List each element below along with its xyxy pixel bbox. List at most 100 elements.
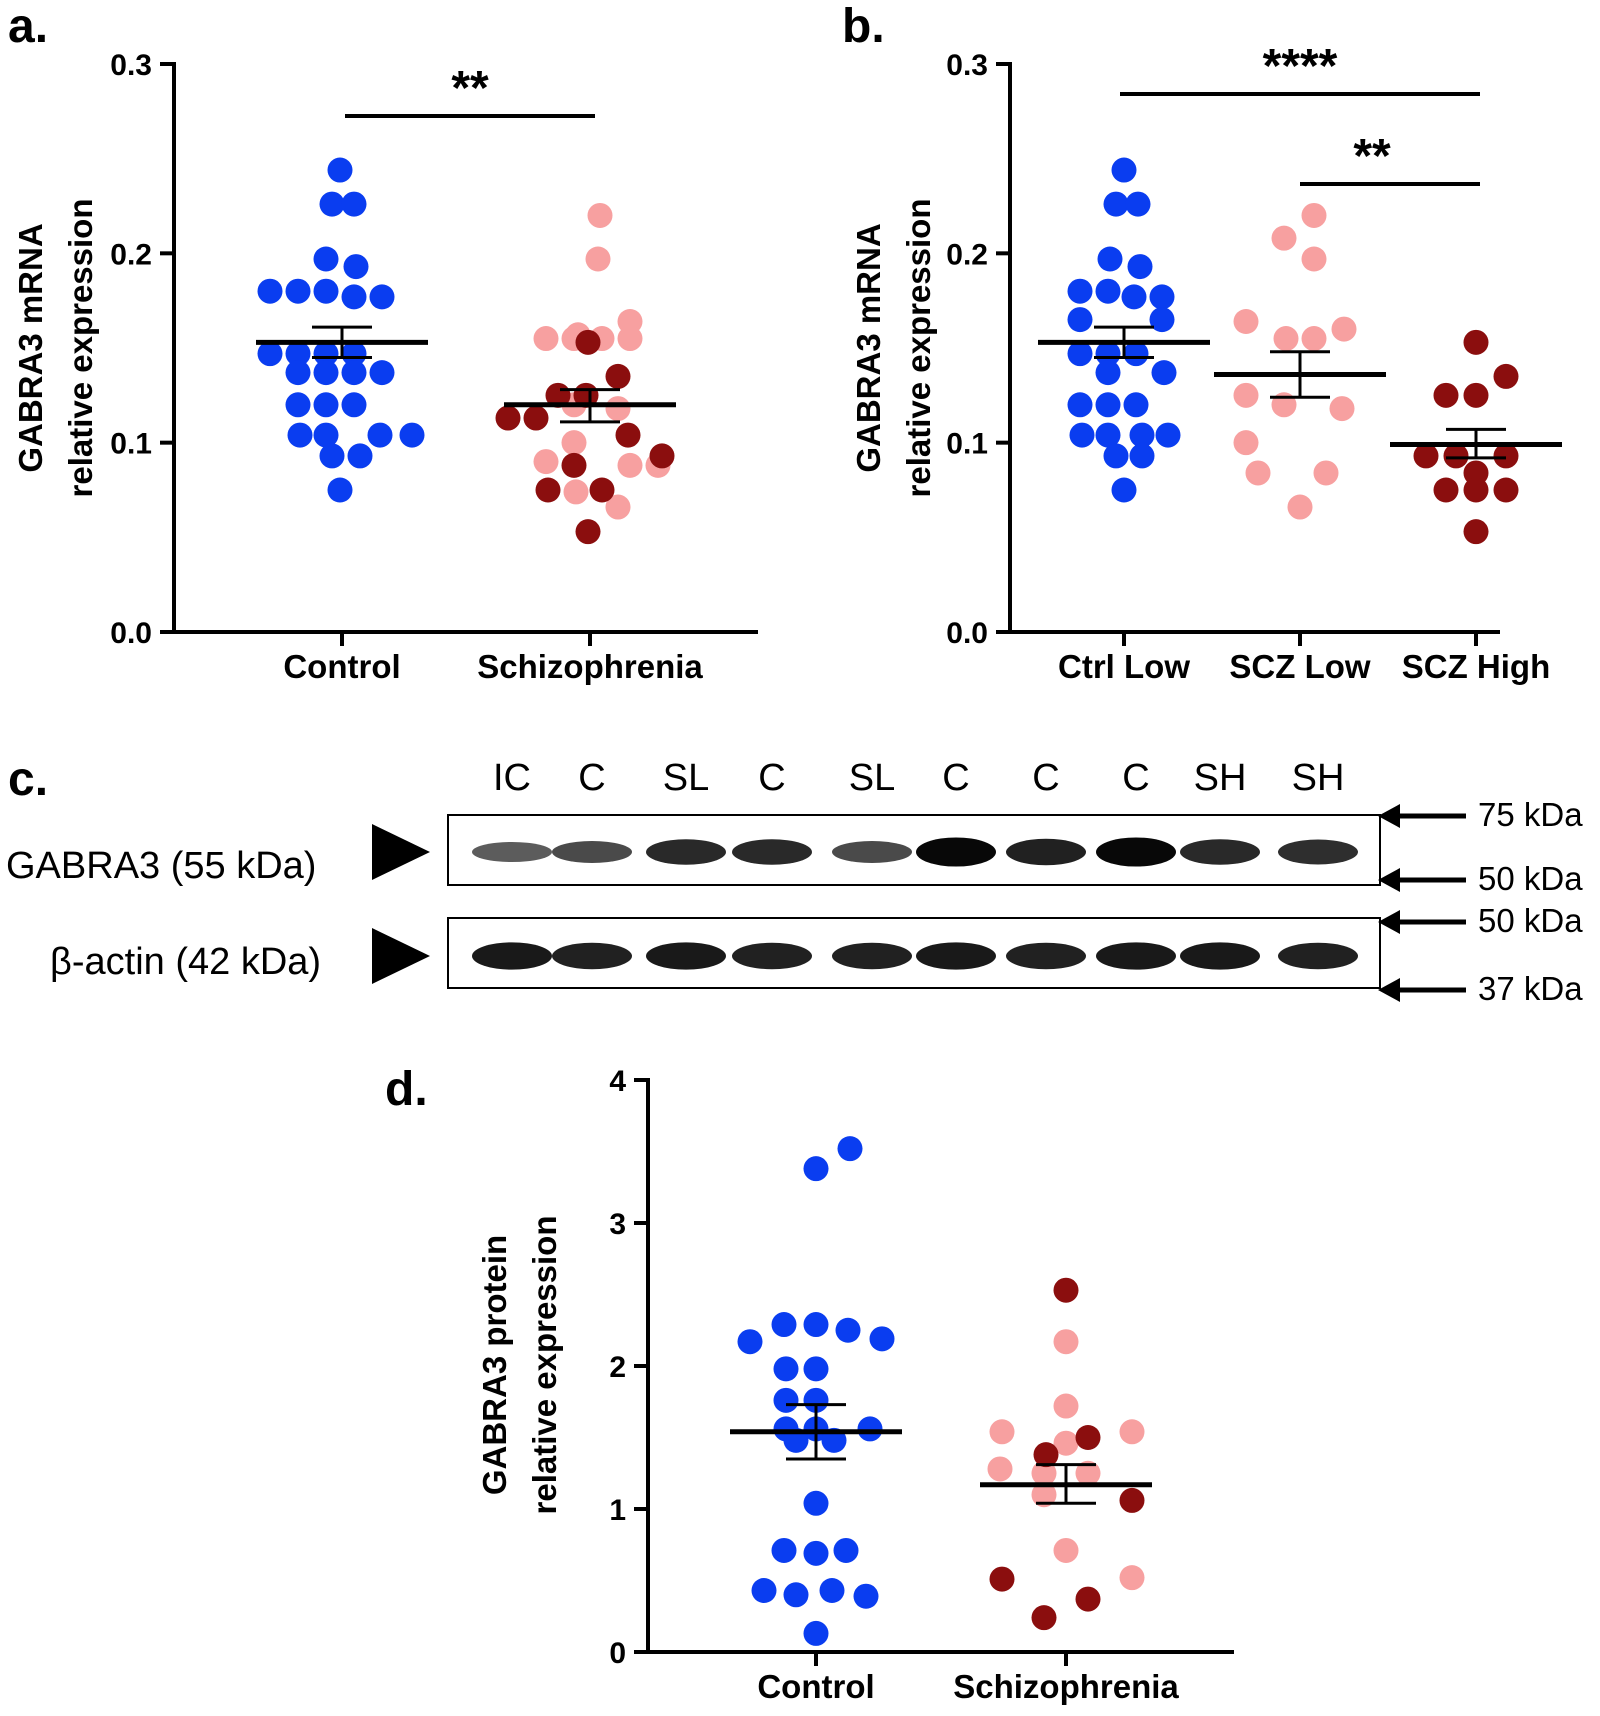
chart-a-plot: 0.0 0.1 0.2 0.3 Control Schizophrenia GABRA3 m… — [12, 49, 758, 685]
data-point — [347, 443, 373, 469]
data-point — [649, 443, 675, 469]
blot-band — [552, 841, 632, 863]
y-tick-label: 2 — [609, 1351, 626, 1384]
data-point — [773, 1387, 799, 1413]
blot-band — [1180, 942, 1260, 970]
panel-d-label: d. — [385, 1063, 428, 1116]
data-point — [1075, 1460, 1101, 1486]
data-point — [341, 284, 367, 310]
data-point — [803, 1540, 829, 1566]
data-point — [1031, 1460, 1057, 1486]
data-point — [313, 392, 339, 418]
data-point — [535, 477, 561, 503]
data-point — [399, 422, 425, 448]
panel-a: a. 0.0 0.1 0.2 0.3 Control Schizophrenia GABRA… — [8, 0, 758, 685]
category-label: Schizophrenia — [953, 1668, 1179, 1705]
data-point — [313, 341, 339, 367]
panel-b-label: b. — [842, 0, 885, 53]
data-point — [771, 1312, 797, 1338]
arrow-left-icon — [1378, 868, 1400, 892]
data-point — [1233, 382, 1259, 408]
data-point — [257, 278, 283, 304]
data-point — [783, 1582, 809, 1608]
blot-band — [916, 837, 996, 867]
data-point — [533, 449, 559, 475]
data-point — [367, 422, 393, 448]
data-point — [1463, 477, 1489, 503]
data-point — [1463, 382, 1489, 408]
blot-band — [552, 942, 632, 970]
arrow-left-icon — [1378, 804, 1400, 828]
data-point — [533, 326, 559, 352]
panel-d: d. 0 1 2 3 4 Control Schizophrenia GABRA3 prote… — [385, 1063, 1234, 1705]
data-point — [803, 1356, 829, 1382]
y-axis-title: relative expression — [526, 1216, 563, 1515]
data-point — [1031, 1605, 1057, 1631]
data-point — [495, 405, 521, 431]
data-point — [1125, 191, 1151, 217]
data-point — [1233, 430, 1259, 456]
data-point — [1031, 1482, 1057, 1508]
y-axis-title: relative expression — [900, 199, 937, 498]
blot-row-label-gabra3: GABRA3 (55 kDa) — [6, 845, 316, 887]
data-point — [341, 392, 367, 418]
blot-band — [832, 841, 912, 863]
y-tick-label: 3 — [609, 1208, 626, 1241]
category-label: Ctrl Low — [1058, 648, 1190, 685]
arrowhead-icon — [372, 824, 430, 880]
category-label: SCZ Low — [1229, 648, 1370, 685]
significance-label: **** — [1263, 40, 1338, 93]
data-point — [285, 392, 311, 418]
data-point — [1301, 246, 1327, 272]
data-point — [1053, 1329, 1079, 1355]
data-point — [1149, 307, 1175, 333]
data-point — [1121, 284, 1147, 310]
y-tick-label: 0.3 — [946, 49, 988, 82]
data-point — [1067, 278, 1093, 304]
data-point — [1127, 254, 1153, 280]
data-point — [341, 191, 367, 217]
data-point — [1155, 422, 1181, 448]
blot-band — [916, 942, 996, 970]
data-point — [575, 519, 601, 545]
y-tick-label: 0.1 — [946, 428, 988, 461]
blot-band — [1278, 839, 1358, 865]
marker-size-label: 37 kDa — [1478, 970, 1583, 1007]
data-point — [341, 360, 367, 386]
y-tick-label: 0.3 — [110, 49, 152, 82]
category-label: Control — [757, 1668, 874, 1705]
y-tick-label: 0.2 — [946, 238, 988, 271]
data-point — [327, 157, 353, 183]
data-point — [803, 1620, 829, 1646]
data-point — [1075, 1586, 1101, 1612]
data-point — [1129, 443, 1155, 469]
data-point — [287, 422, 313, 448]
data-point — [803, 1312, 829, 1338]
data-point — [563, 479, 589, 505]
data-point — [1053, 1393, 1079, 1419]
panel-c-western-blot: c. IC C SL C SL C C C SH SH GABRA3 (55 kDa) β-act… — [6, 753, 1583, 1007]
blot-lane-label: C — [1122, 757, 1149, 799]
data-point — [803, 1490, 829, 1516]
category-label: SCZ High — [1402, 648, 1550, 685]
data-point — [319, 443, 345, 469]
blot-band — [472, 841, 552, 863]
data-point — [1443, 443, 1469, 469]
data-point — [1097, 246, 1123, 272]
data-point — [587, 202, 613, 228]
blot-bands — [472, 837, 1358, 970]
marker-size-label: 50 kDa — [1478, 902, 1583, 939]
y-tick-label: 0 — [609, 1637, 626, 1670]
data-point — [1119, 1565, 1145, 1591]
significance-label: ** — [451, 62, 489, 115]
data-point — [313, 278, 339, 304]
data-point — [1123, 392, 1149, 418]
data-point — [341, 341, 367, 367]
y-axis-title: GABRA3 mRNA — [12, 223, 49, 472]
panel-b: b. 0.0 0.1 0.2 0.3 Ctrl Low SCZ Low SCZ High GA… — [842, 0, 1562, 685]
blot-lane-label: IC — [493, 757, 531, 799]
data-point — [369, 360, 395, 386]
data-point — [1433, 382, 1459, 408]
data-point — [617, 452, 643, 478]
data-point — [605, 494, 631, 520]
